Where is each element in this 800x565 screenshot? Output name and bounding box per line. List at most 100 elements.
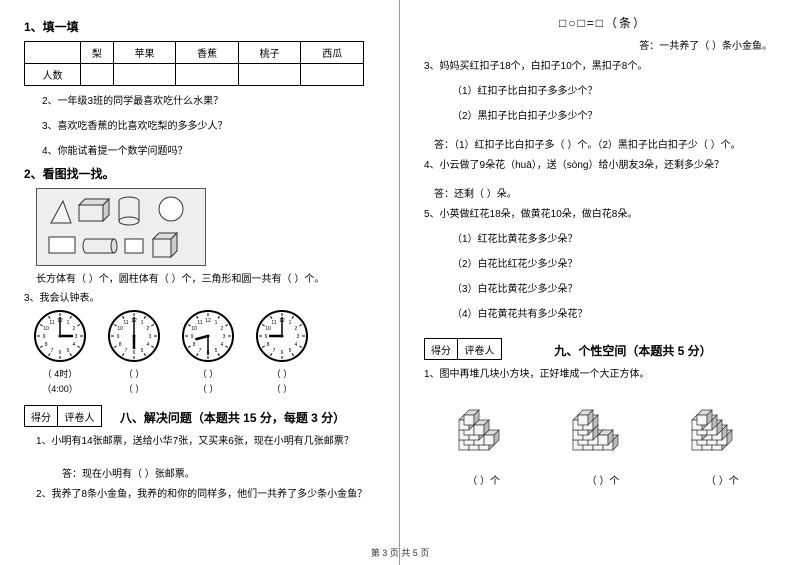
question-8-2: 2、我养了8条小金鱼，我养的和你的同样多，他们一共养了多少条小金鱼？ [36, 485, 381, 500]
question-9-1: 1、图中再堆几块小方块，正好堆成一个大正方体。 [424, 365, 782, 380]
fruit-header: 香蕉 [176, 42, 239, 64]
svg-text:1: 1 [141, 320, 144, 326]
svg-text:8: 8 [45, 342, 48, 348]
cube-label: （ ）个 [439, 472, 529, 487]
question-5-4: （4）白花黄花共有多少朵花？ [452, 305, 782, 320]
clocks-row: 123456789101112 （ 4时）（4:00） 123456789101… [34, 310, 381, 395]
fruit-cell [238, 64, 301, 86]
shapes-question: 长方体有（ ）个，圆柱体有（ ）个，三角形和圆一共有（ ）个。 [36, 270, 381, 285]
svg-text:2: 2 [72, 326, 75, 332]
svg-text:1: 1 [289, 320, 292, 326]
table-row: 梨 苹果 香蕉 桃子 西瓜 [25, 42, 364, 64]
shapes-figure [36, 188, 206, 266]
question-1-2: 2、一年级3班的同学最喜欢吃什么水果？ [42, 92, 381, 107]
svg-text:3: 3 [149, 334, 152, 340]
question-5-3: （3）白花比黄花少多少朵？ [452, 280, 782, 295]
question-3-answer: 答：（1）红扣子比白扣子多（ ）个。（2）黑扣子比白扣子少（ ）个。 [434, 136, 782, 151]
question-5-1: （1）红花比黄花多多少朵？ [452, 230, 782, 245]
clock-label-bottom: （ ） [256, 382, 308, 395]
cube-figure [677, 390, 767, 465]
clock-label-top: （ 4时） [34, 367, 86, 380]
svg-text:7: 7 [199, 348, 202, 354]
right-column: □○□=□（条） 答：一共养了（ ）条小金鱼。 3、妈妈买红扣子18个，白扣子1… [400, 0, 800, 565]
svg-text:3: 3 [223, 334, 226, 340]
score-label: 得分 [24, 405, 58, 427]
svg-text:2: 2 [146, 326, 149, 332]
svg-text:9: 9 [43, 334, 46, 340]
clock-label-top: （ ） [182, 367, 234, 380]
section-8-title: 八、解决问题（本题共 15 分，每题 3 分） [84, 409, 381, 426]
grader-label: 评卷人 [58, 405, 102, 427]
svg-text:9: 9 [117, 334, 120, 340]
svg-text:4: 4 [146, 342, 149, 348]
section-3-title: 3、我会认钟表。 [24, 289, 381, 304]
table-row: 人数 [25, 64, 364, 86]
cubes-row: （ ）个 [424, 390, 782, 487]
clock-label-bottom: （ ） [182, 382, 234, 395]
cube-item: （ ）个 [677, 390, 767, 487]
svg-text:7: 7 [125, 348, 128, 354]
section-9-title: 九、个性空间（本题共 5 分） [484, 342, 782, 359]
question-8-1-answer: 答：现在小明有（ ）张邮票。 [62, 465, 381, 480]
svg-text:8: 8 [267, 342, 270, 348]
question-3: 3、妈妈买红扣子18个，白扣子10个，黑扣子8个。 [424, 57, 782, 72]
fruit-header: 苹果 [113, 42, 176, 64]
equation-blank: □○□=□（条） [424, 14, 782, 31]
question-1-3: 3、喜欢吃香蕉的比喜欢吃梨的多多少人？ [42, 117, 381, 132]
equation-answer: 答：一共养了（ ）条小金鱼。 [424, 37, 772, 52]
svg-text:3: 3 [75, 334, 78, 340]
question-4-answer: 答：还剩（ ）朵。 [434, 185, 782, 200]
svg-text:11: 11 [197, 320, 202, 326]
svg-text:10: 10 [117, 326, 123, 332]
svg-text:6: 6 [281, 350, 284, 356]
fruit-header [25, 42, 81, 64]
svg-text:4: 4 [220, 342, 223, 348]
svg-text:5: 5 [215, 348, 218, 354]
svg-text:2: 2 [220, 326, 223, 332]
section-1-title: 1、填一填 [24, 18, 381, 35]
svg-text:5: 5 [289, 348, 292, 354]
svg-text:6: 6 [133, 350, 136, 356]
svg-text:11: 11 [271, 320, 276, 326]
cube-label: （ ）个 [558, 472, 648, 487]
svg-text:11: 11 [123, 320, 128, 326]
question-5: 5、小英做红花18朵，做黄花10朵，做白花8朵。 [424, 205, 782, 220]
cube-item: （ ）个 [439, 390, 529, 487]
question-3-2: （2）黑扣子比白扣子少多少个？ [452, 107, 782, 122]
svg-text:1: 1 [67, 320, 70, 326]
question-3-1: （1）红扣子比白扣子多多少个？ [452, 82, 782, 97]
svg-text:12: 12 [205, 318, 211, 324]
left-column: 1、填一填 梨 苹果 香蕉 桃子 西瓜 人数 2、一年级3班的同学最喜欢吃什么水… [0, 0, 400, 565]
cube-figure [558, 390, 648, 465]
fruit-header: 梨 [81, 42, 114, 64]
question-1-4: 4、你能试着提一个数学问题吗？ [42, 142, 381, 157]
svg-text:4: 4 [72, 342, 75, 348]
svg-text:6: 6 [59, 350, 62, 356]
clock-label-top: （ ） [108, 367, 160, 380]
fruit-cell [301, 64, 364, 86]
svg-text:7: 7 [51, 348, 54, 354]
clock-label-bottom: （4:00） [34, 382, 86, 395]
grader-label: 评卷人 [458, 338, 502, 360]
svg-text:7: 7 [273, 348, 276, 354]
clock-item: 123456789101112 （ 4时）（4:00） [34, 310, 86, 395]
fruit-cell [113, 64, 176, 86]
shapes-svg [41, 193, 201, 263]
svg-text:2: 2 [294, 326, 297, 332]
clock-label-bottom: （ ） [108, 382, 160, 395]
page-footer: 第 3 页 共 5 页 [0, 546, 800, 559]
section-2-title: 2、看图找一找。 [24, 165, 381, 182]
fruit-header: 桃子 [238, 42, 301, 64]
fruit-rowlabel: 人数 [25, 64, 81, 86]
cube-item: （ ）个 [558, 390, 648, 487]
fruit-cell [176, 64, 239, 86]
clock-label-top: （ ） [256, 367, 308, 380]
fruit-table: 梨 苹果 香蕉 桃子 西瓜 人数 [24, 41, 364, 86]
svg-text:5: 5 [141, 348, 144, 354]
cube-label: （ ）个 [677, 472, 767, 487]
svg-text:3: 3 [297, 334, 300, 340]
question-5-2: （2）白花比红花少多少朵？ [452, 255, 782, 270]
cube-figure [439, 390, 529, 465]
svg-text:1: 1 [215, 320, 218, 326]
svg-text:8: 8 [193, 342, 196, 348]
